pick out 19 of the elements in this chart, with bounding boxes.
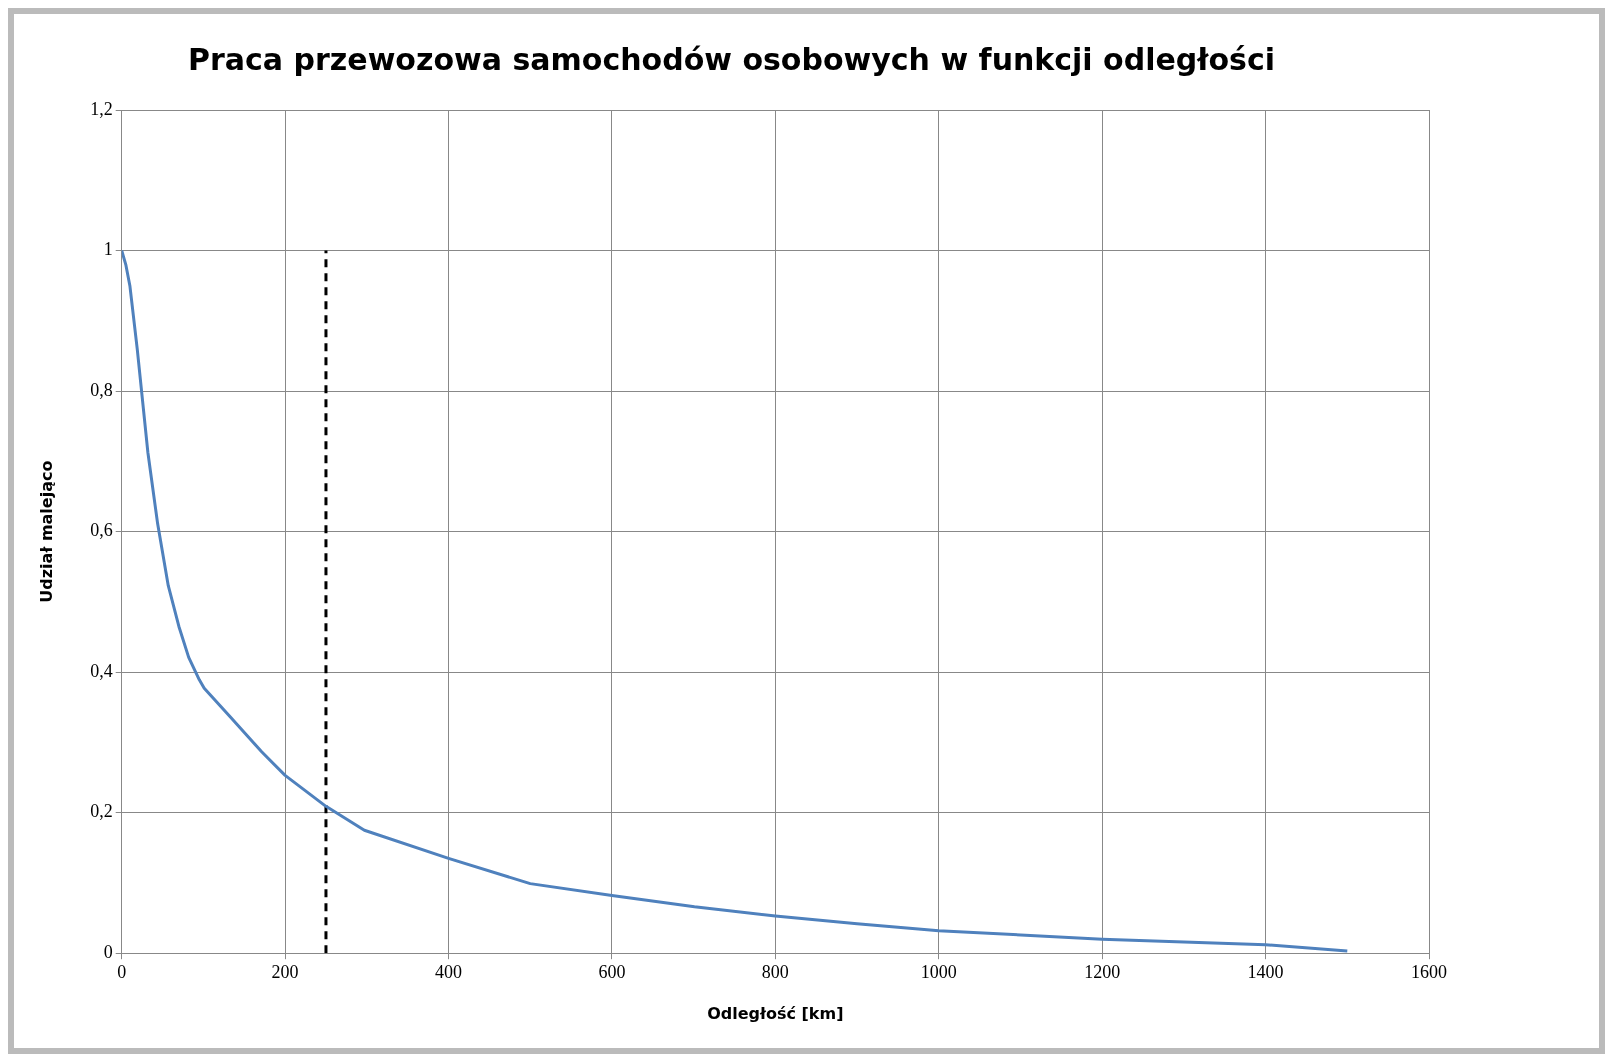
x-tick-label: 800 (761, 961, 789, 982)
y-tick-label: 0 (103, 941, 113, 962)
x-tick-label: 1000 (920, 961, 957, 982)
y-tick-label: 1,2 (90, 98, 113, 119)
x-tick-label: 1200 (1084, 961, 1121, 982)
x-tick-label: 0 (117, 961, 127, 982)
x-tick-label: 1400 (1247, 961, 1284, 982)
y-tick-label: 0,6 (90, 520, 113, 541)
y-tick-label: 0,8 (90, 379, 113, 400)
x-tick-label: 600 (598, 961, 626, 982)
y-axis-title: Udział malejąco (36, 460, 56, 603)
x-tick-label: 400 (435, 961, 463, 982)
x-tick-label: 200 (271, 961, 299, 982)
chart-title: Praca przewozowa samochodów osobowych w funkcji odległości (188, 41, 1275, 77)
x-tick-label: 1600 (1411, 961, 1447, 982)
x-axis-title: Odległość [km] (707, 1003, 844, 1023)
y-tick-label: 1 (103, 239, 113, 260)
y-tick-label: 0,2 (90, 801, 113, 822)
y-tick-label: 0,4 (90, 660, 113, 681)
